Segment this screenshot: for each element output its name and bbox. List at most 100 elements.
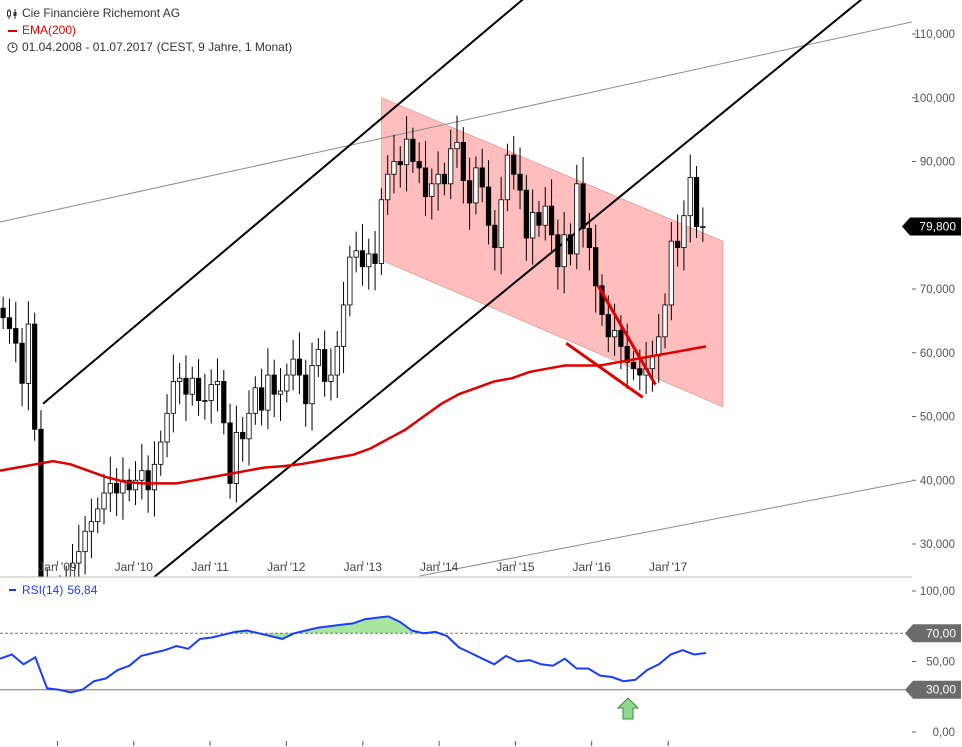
rsi-level-tag: [905, 680, 961, 699]
chart-header: Cie Financière Richemont AG EMA(200) 01.…: [6, 5, 292, 56]
candle: [586, 213, 592, 271]
candle: [391, 134, 397, 194]
candle: [240, 417, 246, 462]
clock-icon: [6, 42, 18, 53]
candle: [485, 160, 492, 245]
candle: [107, 456, 113, 513]
y-tick-label: 100,000: [913, 93, 955, 105]
x-tick-label: Jan '13: [344, 560, 383, 574]
candle: [574, 164, 580, 270]
candle: [151, 441, 158, 517]
candle: [473, 156, 479, 215]
candle: [687, 154, 693, 243]
candle: [202, 373, 208, 420]
candle: [675, 214, 681, 267]
x-tick-label: Jan '09: [38, 560, 77, 574]
candle: [630, 350, 637, 381]
candle: [120, 457, 126, 520]
candle: [0, 296, 6, 330]
long-term-lower-line: [419, 480, 912, 577]
candle: [271, 359, 277, 418]
y-axis: 30,00040,00050,00060,00070,00080,00090,0…: [912, 29, 955, 551]
candle: [530, 189, 536, 265]
candle: [126, 468, 132, 502]
candle: [95, 497, 101, 534]
rsi-y-tick-label: 50,00: [926, 657, 955, 669]
candle: [114, 468, 120, 516]
candle: [416, 142, 422, 184]
candle: [214, 358, 221, 412]
up-arrow-icon: [616, 697, 640, 720]
candle: [454, 115, 460, 168]
x-tick-label: Jan '12: [267, 560, 306, 574]
candle: [372, 230, 378, 291]
candle: [523, 174, 529, 261]
candle: [498, 176, 504, 275]
ema-legend-swatch: [6, 29, 18, 32]
candle: [189, 366, 195, 406]
x-tick-label: Jan '17: [649, 560, 688, 574]
candle: [548, 179, 555, 254]
candle: [681, 200, 687, 271]
candle: [309, 342, 315, 431]
candle: [183, 355, 189, 421]
candle: [76, 524, 82, 577]
upper-channel-line: [42, 0, 524, 405]
rsi-level-label: 30,00: [926, 683, 956, 697]
candle: [101, 473, 107, 525]
price-tag-bg: [902, 217, 961, 236]
candle: [334, 331, 340, 399]
candle: [517, 147, 523, 210]
price-pane: [0, 0, 912, 577]
candle: [322, 330, 328, 397]
candle: [366, 238, 372, 290]
candle: [542, 187, 548, 241]
candle: [195, 359, 202, 416]
candle: [258, 368, 265, 426]
rsi-legend-swatch: [6, 589, 18, 591]
candle: [693, 165, 700, 238]
candle: [303, 359, 309, 427]
lower-channel-line: [152, 0, 863, 577]
candles-icon: [6, 8, 18, 19]
rsi-pane: 70,00 30,00 0,00 50,00 100,00: [0, 586, 961, 739]
y-tick-label: 50,000: [920, 412, 955, 424]
candle: [233, 405, 239, 503]
y-tick-label: 30,000: [920, 539, 955, 551]
candle: [340, 281, 347, 374]
y-tick-label: 70,000: [920, 284, 955, 296]
date-range: 01.04.2008 - 01.07.2017: [22, 40, 153, 54]
candle: [580, 157, 586, 248]
candle: [139, 443, 145, 500]
candle: [164, 394, 170, 458]
candle: [435, 151, 441, 211]
instrument-title: Cie Financière Richemont AG: [22, 6, 181, 20]
candle: [347, 245, 353, 317]
rsi-legend-value: 56,84: [67, 583, 98, 597]
candle: [536, 201, 542, 237]
ema-200-line: [0, 345, 707, 485]
candle: [227, 403, 233, 499]
candle: [25, 301, 31, 411]
candle: [13, 301, 19, 363]
ema-legend-label: EMA(200): [22, 23, 77, 37]
bottom-x-ticks: [56, 741, 669, 746]
candle: [359, 223, 366, 286]
wedge-lines: [565, 285, 657, 399]
trendlines: [0, 0, 912, 577]
candle: [315, 338, 321, 377]
wedge-lower-line: [565, 341, 644, 399]
candle: [296, 332, 303, 395]
candle: [448, 129, 454, 200]
y-tick-label: 110,000: [914, 29, 955, 41]
candle: [246, 390, 252, 466]
candle: [429, 168, 435, 220]
candle: [328, 348, 334, 401]
rsi-legend: RSI(14) 56,84: [6, 582, 97, 598]
candle: [397, 146, 403, 188]
candle: [593, 224, 599, 313]
candle: [561, 211, 567, 294]
rsi-legend-label: RSI(14): [22, 583, 64, 597]
candle: [221, 369, 227, 435]
